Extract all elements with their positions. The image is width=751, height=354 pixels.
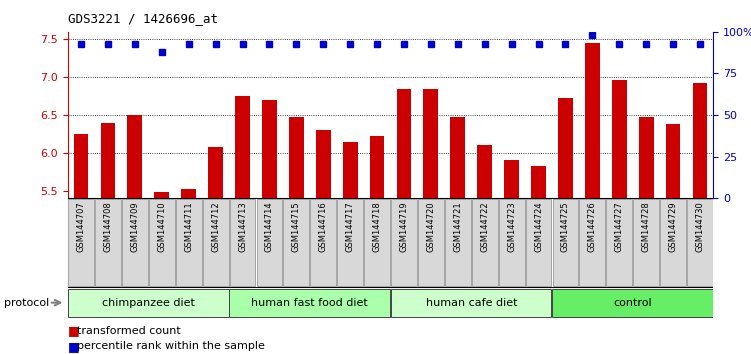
Text: GSM144712: GSM144712: [211, 201, 220, 252]
Bar: [74, 134, 89, 198]
Bar: [531, 166, 546, 198]
Text: GSM144726: GSM144726: [588, 201, 597, 252]
Text: GSM144719: GSM144719: [400, 201, 409, 252]
FancyBboxPatch shape: [337, 199, 363, 286]
Bar: [235, 96, 250, 198]
Bar: [128, 115, 142, 198]
FancyBboxPatch shape: [552, 289, 713, 317]
Bar: [504, 160, 519, 198]
Text: GSM144716: GSM144716: [318, 201, 327, 252]
FancyBboxPatch shape: [122, 199, 148, 286]
FancyBboxPatch shape: [229, 289, 390, 317]
Bar: [208, 147, 223, 198]
Text: GSM144720: GSM144720: [427, 201, 436, 252]
FancyBboxPatch shape: [283, 199, 309, 286]
Text: GSM144710: GSM144710: [157, 201, 166, 252]
Bar: [101, 122, 116, 198]
FancyBboxPatch shape: [176, 199, 201, 286]
Bar: [558, 98, 573, 198]
Text: transformed count: transformed count: [77, 326, 181, 336]
Text: GSM144725: GSM144725: [561, 201, 570, 252]
Bar: [612, 80, 626, 198]
Text: GSM144717: GSM144717: [345, 201, 354, 252]
Text: ■: ■: [68, 325, 80, 337]
FancyBboxPatch shape: [203, 199, 228, 286]
Bar: [289, 117, 303, 198]
Text: GSM144713: GSM144713: [238, 201, 247, 252]
Text: control: control: [614, 298, 652, 308]
Text: GSM144708: GSM144708: [104, 201, 113, 252]
FancyBboxPatch shape: [68, 289, 228, 317]
Bar: [342, 142, 357, 198]
Text: GSM144724: GSM144724: [534, 201, 543, 252]
FancyBboxPatch shape: [391, 199, 417, 286]
Bar: [639, 117, 653, 198]
Bar: [665, 124, 680, 198]
Bar: [692, 83, 707, 198]
FancyBboxPatch shape: [472, 199, 498, 286]
FancyBboxPatch shape: [149, 199, 175, 286]
Text: human fast food diet: human fast food diet: [252, 298, 368, 308]
FancyBboxPatch shape: [499, 199, 524, 286]
Bar: [397, 88, 412, 198]
FancyBboxPatch shape: [445, 199, 471, 286]
Bar: [316, 130, 330, 198]
Text: GDS3221 / 1426696_at: GDS3221 / 1426696_at: [68, 12, 218, 25]
Text: GSM144729: GSM144729: [668, 201, 677, 252]
Text: ■: ■: [68, 340, 80, 353]
Text: GSM144707: GSM144707: [77, 201, 86, 252]
Text: GSM144714: GSM144714: [265, 201, 274, 252]
Text: GSM144718: GSM144718: [372, 201, 382, 252]
FancyBboxPatch shape: [418, 199, 444, 286]
FancyBboxPatch shape: [257, 199, 282, 286]
Bar: [181, 189, 196, 198]
FancyBboxPatch shape: [687, 199, 713, 286]
Text: GSM144709: GSM144709: [131, 201, 140, 252]
Text: GSM144728: GSM144728: [641, 201, 650, 252]
FancyBboxPatch shape: [364, 199, 390, 286]
FancyBboxPatch shape: [68, 199, 94, 286]
Text: GSM144730: GSM144730: [695, 201, 704, 252]
FancyBboxPatch shape: [553, 199, 578, 286]
Text: protocol: protocol: [4, 298, 49, 308]
Text: GSM144722: GSM144722: [480, 201, 489, 252]
FancyBboxPatch shape: [526, 199, 551, 286]
Text: human cafe diet: human cafe diet: [426, 298, 517, 308]
Bar: [262, 100, 277, 198]
Bar: [478, 145, 492, 198]
Text: GSM144721: GSM144721: [454, 201, 463, 252]
Text: GSM144711: GSM144711: [184, 201, 193, 252]
Text: percentile rank within the sample: percentile rank within the sample: [77, 341, 265, 351]
FancyBboxPatch shape: [606, 199, 632, 286]
FancyBboxPatch shape: [660, 199, 686, 286]
FancyBboxPatch shape: [310, 199, 336, 286]
FancyBboxPatch shape: [580, 199, 605, 286]
Text: GSM144715: GSM144715: [292, 201, 301, 252]
FancyBboxPatch shape: [95, 199, 121, 286]
Text: GSM144727: GSM144727: [615, 201, 624, 252]
Text: GSM144723: GSM144723: [507, 201, 516, 252]
Text: chimpanzee diet: chimpanzee diet: [102, 298, 195, 308]
Bar: [369, 136, 385, 198]
Bar: [451, 117, 465, 198]
Bar: [585, 43, 600, 198]
FancyBboxPatch shape: [633, 199, 659, 286]
Bar: [424, 88, 439, 198]
FancyBboxPatch shape: [230, 199, 255, 286]
Bar: [155, 192, 169, 198]
FancyBboxPatch shape: [391, 289, 551, 317]
